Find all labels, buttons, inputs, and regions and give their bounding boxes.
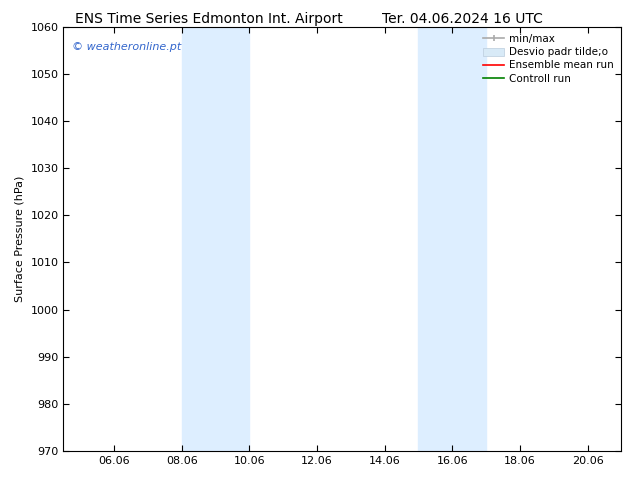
Bar (418, 27, 486, 451)
Text: Ter. 04.06.2024 16 UTC: Ter. 04.06.2024 16 UTC (382, 12, 543, 26)
Text: © weatheronline.pt: © weatheronline.pt (72, 42, 181, 52)
Bar (182, 27, 249, 451)
Text: ENS Time Series Edmonton Int. Airport: ENS Time Series Edmonton Int. Airport (75, 12, 343, 26)
Y-axis label: Surface Pressure (hPa): Surface Pressure (hPa) (15, 176, 25, 302)
Legend: min/max, Desvio padr tilde;o, Ensemble mean run, Controll run: min/max, Desvio padr tilde;o, Ensemble m… (479, 30, 618, 88)
